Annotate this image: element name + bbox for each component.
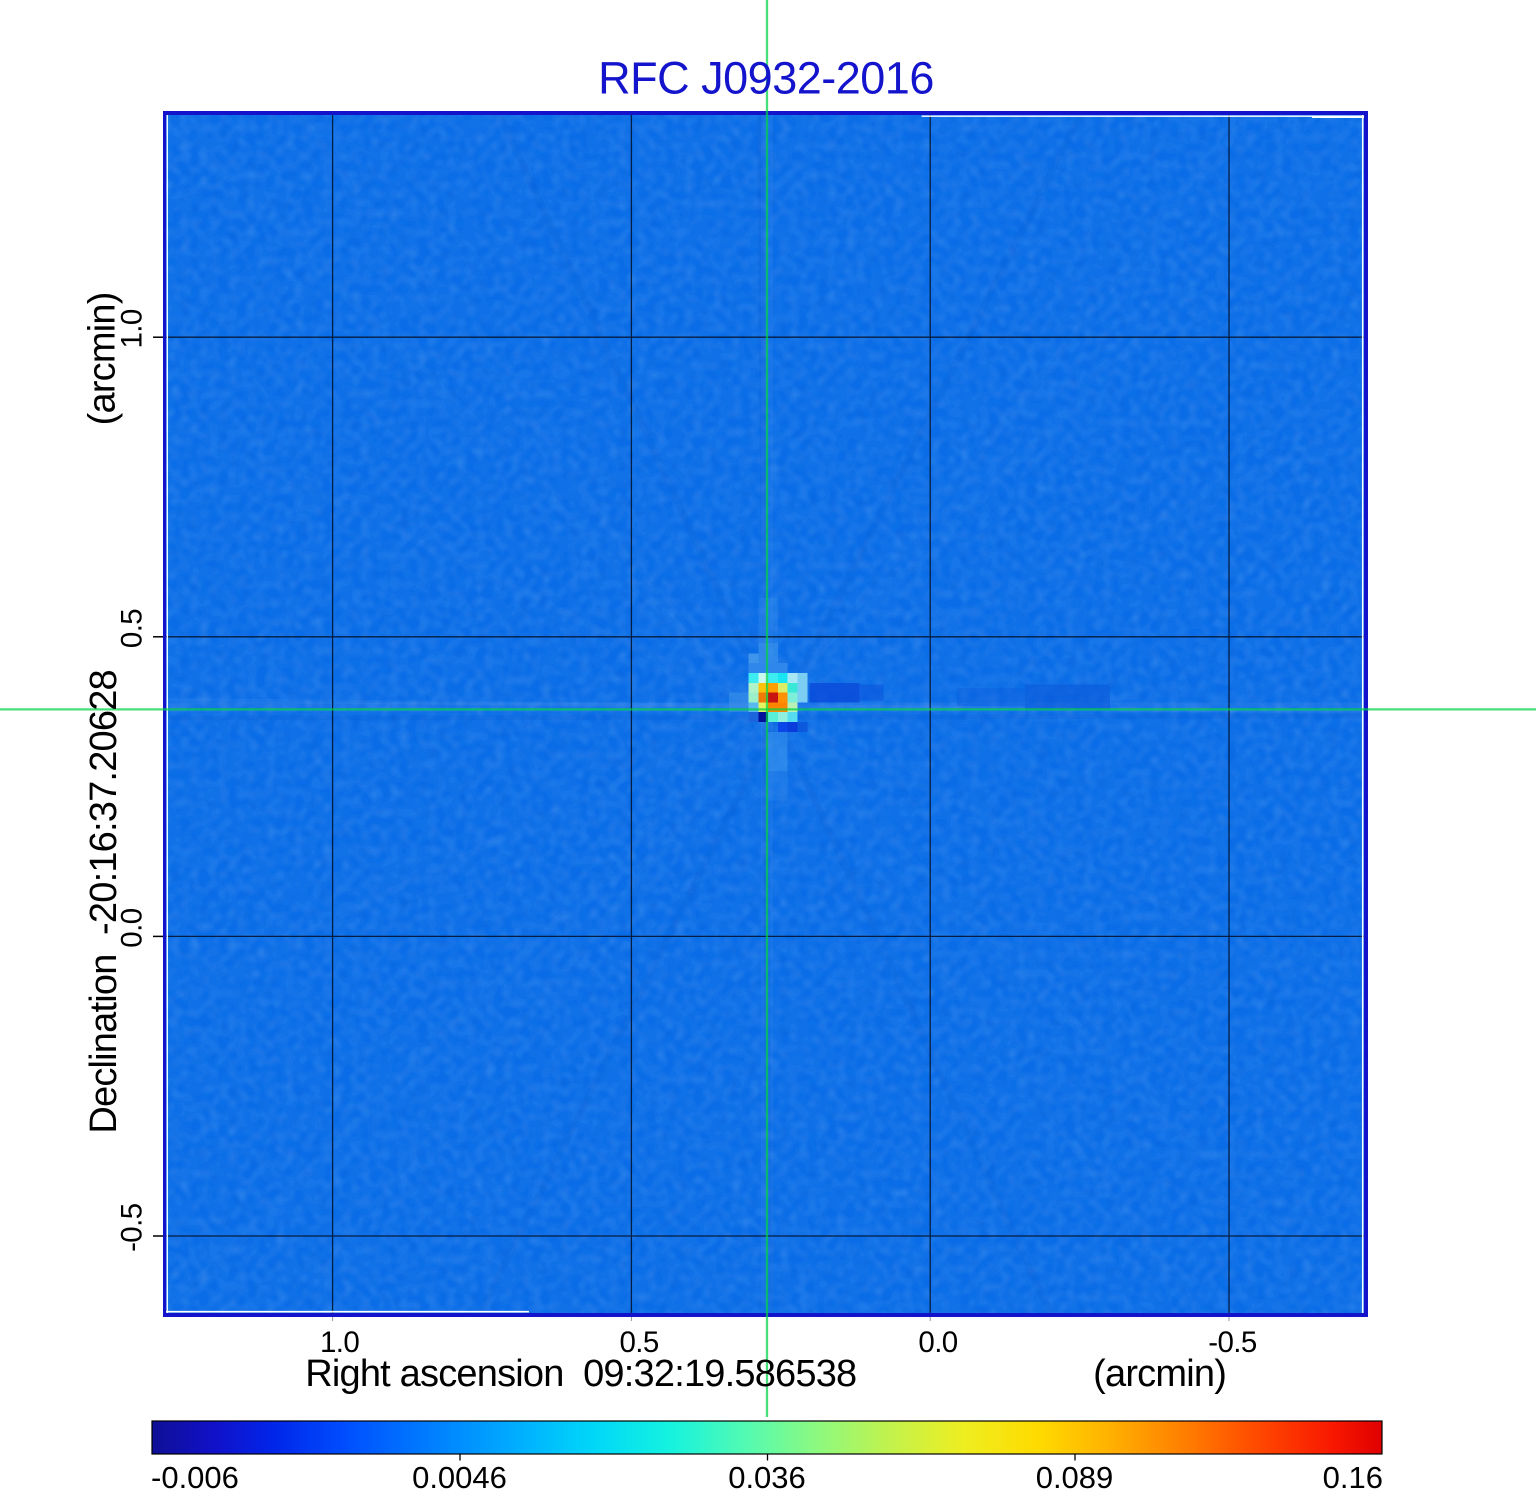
svg-text:0.5: 0.5 (116, 609, 149, 648)
svg-text:0.0: 0.0 (918, 1326, 957, 1359)
svg-text:1.0: 1.0 (116, 309, 149, 348)
svg-text:(arcmin): (arcmin) (82, 292, 124, 425)
svg-text:0.036: 0.036 (728, 1460, 806, 1495)
svg-text:RFC J0932-2016: RFC J0932-2016 (598, 52, 934, 103)
svg-text:0.0046: 0.0046 (412, 1460, 507, 1495)
svg-text:-0.006: -0.006 (151, 1460, 239, 1495)
svg-text:Right ascension 09:32:19.5865: Right ascension 09:32:19.586538 (305, 1353, 856, 1395)
svg-text:0.089: 0.089 (1036, 1460, 1114, 1495)
svg-text:-0.5: -0.5 (1208, 1326, 1257, 1359)
svg-text:1.0: 1.0 (320, 1326, 359, 1359)
svg-text:0.16: 0.16 (1323, 1460, 1383, 1495)
svg-text:Declination -20:16:37.20628: Declination -20:16:37.20628 (83, 670, 125, 1134)
svg-text:0.5: 0.5 (619, 1326, 658, 1359)
svg-text:0.0: 0.0 (116, 908, 149, 947)
svg-text:(arcmin): (arcmin) (1093, 1353, 1226, 1395)
svg-text:-0.5: -0.5 (116, 1203, 149, 1252)
